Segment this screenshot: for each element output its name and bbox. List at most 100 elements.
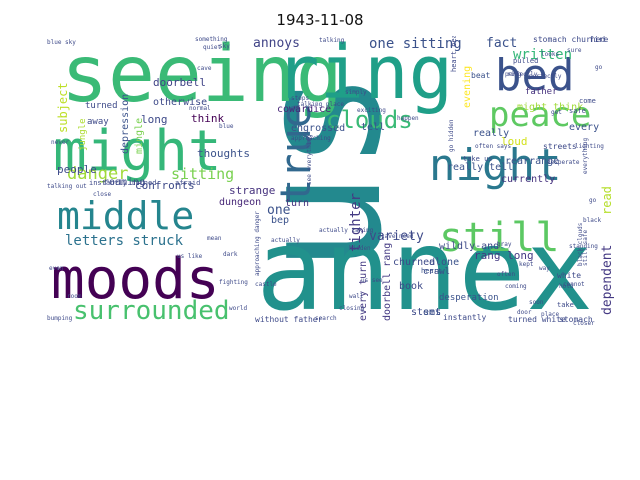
word-cloud-word: gray [497,241,512,248]
word-cloud-word: people [57,163,97,176]
word-cloud-word: away [87,117,109,127]
word-cloud-word: pulled [513,57,539,65]
word-cloud-word: stomach churned [533,36,606,44]
word-cloud-word: dependent [600,244,615,315]
word-cloud-word: even [49,265,64,272]
word-cloud-word: think [191,112,225,125]
word-cloud-word: loud [501,135,528,148]
word-cloud-word: safe [569,107,586,115]
word-cloud-word: jungle [78,118,88,151]
word-cloud-word: normal [189,105,211,112]
word-cloud-word: bed [495,50,575,101]
word-cloud: us annex seeing ring might moods bed middle nigh… [43,36,615,327]
word-cloud-word: doorbell [153,76,206,89]
word-cloud-word: confronts [135,179,195,192]
word-cloud-word: approaching [291,135,331,142]
word-cloud-word: exciting [357,107,386,114]
word-cloud-word: white [557,271,582,280]
word-cloud-word: stems [411,307,442,318]
word-cloud-word: father [525,87,558,97]
word-cloud-word: go [595,64,603,71]
word-cloud-word: fact [486,36,518,51]
word-cloud-word: really [473,128,510,139]
word-cloud-word: doorbell rang [382,242,393,321]
word-cloud-word: dungeon [219,197,262,208]
word-cloud-word: every [569,122,600,133]
word-cloud-word: hidden [349,245,371,252]
word-cloud-word: quiet [203,44,222,51]
word-cloud-word: us like [177,253,203,260]
word-cloud-word: take us [463,155,493,163]
word-cloud-word: annoys [253,36,300,51]
word-cloud-word: roaming [103,177,146,188]
word-cloud-word: peace [489,95,592,135]
word-cloud-word: tighter [348,192,364,252]
word-cloud-word: talking [319,37,345,44]
word-cloud-word: otherwise [153,97,208,108]
word-cloud-word: turned [85,101,118,111]
word-cloud-word: soon [529,299,544,306]
word-cloud-word: black [583,217,602,224]
word-cloud-word: letters struck [65,233,184,249]
word-cloud-word: dark [223,251,238,258]
word-cloud-word: approaching danger [254,210,261,276]
word-cloud-word: closing [339,305,365,312]
word-cloud-word: book [399,281,424,292]
word-cloud-word: cannot [563,281,585,288]
word-cloud-word: desperate [547,159,580,166]
word-cloud-word: turned white [508,315,566,324]
word-cloud-word: crawl [423,267,451,277]
word-cloud-word: happen [397,115,419,122]
word-cloud-word: desperation [439,293,499,303]
word-cloud-word: beat [471,71,491,80]
word-cloud-word: take [557,301,574,309]
word-cloud-word: instantly turned [89,179,157,187]
word-cloud-word: one sitting [369,36,462,52]
word-cloud-word: standing [569,243,598,250]
word-cloud-word: engrossed [291,123,346,134]
word-cloud-word: rearrange [505,156,560,167]
word-cloud-word: subject [56,82,70,133]
figure-title: 1943-11-08 [276,11,364,29]
word-cloud-word: depression [120,93,131,154]
word-cloud-word: seeing [61,36,343,120]
word-cloud-word: alone [429,257,460,268]
word-cloud-word: might [53,119,222,184]
word-cloud-word: sitting [171,165,235,183]
word-cloud-word: cave need [381,233,414,240]
word-cloud-word: without father [255,315,323,324]
word-cloud-word: steps [291,95,310,102]
word-cloud-word: never [51,139,70,146]
word-cloud-word: sure [567,47,582,54]
word-cloud-word: set [423,307,442,318]
word-cloud-word: currently [501,174,556,185]
word-cloud-word: close [93,191,112,198]
word-cloud-word: streets [543,142,577,151]
word-cloud-word: castle [255,281,277,288]
word-cloud-word: black clouds [577,222,584,266]
word-cloud-word: heart [421,267,443,275]
word-cloud-word: wildly-and [439,241,500,252]
word-cloud-word: mingle [134,117,145,154]
word-cloud-word: cave [197,65,212,72]
word-cloud-word: annex [256,206,594,327]
word-cloud-word: kept [519,261,534,268]
word-cloud-word: blue [219,123,234,130]
word-cloud-word: ring [507,71,522,78]
word-cloud-word: actually taking [319,227,374,234]
word-cloud-word: perfectly [505,71,538,78]
word-cloud-word: one [267,203,291,218]
word-cloud-word: way [539,265,550,272]
word-cloud-word: fire [589,36,609,44]
word-cloud-word: looks [541,51,560,58]
word-cloud-word: door [517,309,532,316]
word-cloud-word: simply [345,89,367,96]
word-cloud-word: still [439,215,560,261]
word-cloud-word: coming [505,283,527,290]
word-cloud-word: hold [559,283,574,290]
word-cloud-word: sky [219,43,230,50]
word-cloud-word: really tell [447,162,514,173]
word-cloud-word: ring [275,36,454,116]
word-cloud-word: something [195,36,228,43]
word-cloud-word: perfectly [529,73,562,80]
